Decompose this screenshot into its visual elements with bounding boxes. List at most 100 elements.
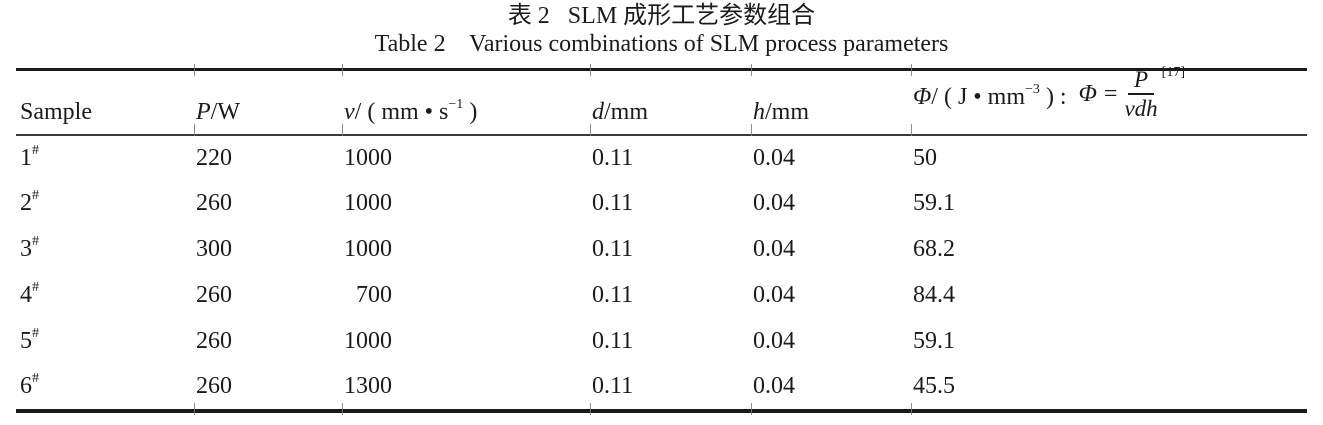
header-row: Sample P/W v/ ( mm • s−1 ) d/mm h/mm (16, 65, 1307, 135)
col-header-sample: Sample (16, 70, 194, 135)
unit-mm: /mm (765, 98, 810, 125)
col-header-laser-power: P/W (194, 70, 342, 135)
symbol-d: d (592, 98, 604, 125)
sample-number: 2 (20, 190, 32, 217)
column-separator-tick (911, 403, 912, 415)
col-header-spot-diameter: d/mm (590, 70, 751, 135)
process-parameters-table: Sample P/W v/ ( mm • s−1 ) d/mm h/mm (16, 65, 1307, 413)
cell-spot: 0.11 (592, 190, 634, 217)
cell-hatch: 0.04 (753, 236, 795, 263)
cell-speed: 700 (342, 273, 590, 319)
speed-value: 1000 (344, 328, 392, 355)
cell-spot: 0.11 (592, 144, 634, 171)
column-separator-tick (751, 64, 752, 76)
cell-spot: 0.11 (592, 282, 634, 309)
cell-speed: 1300 (342, 365, 590, 411)
table-row: 2# 260 1000 0.11 0.04 59.1 (16, 181, 1307, 227)
table-row: 1# 220 1000 0.11 0.04 50 (16, 135, 1307, 181)
column-separator-tick (194, 403, 195, 415)
formula-phi: Φ (1078, 80, 1097, 107)
column-separator-tick (590, 64, 591, 76)
column-separator-tick (911, 64, 912, 76)
table-title-chinese: 表 2 SLM 成形工艺参数组合 (507, 3, 816, 29)
hash-mark: # (32, 142, 39, 158)
cell-hatch: 0.04 (753, 328, 795, 355)
cell-sample: 3# (16, 227, 194, 273)
unit-energy-post: ) : (1039, 83, 1067, 110)
symbol-phi: Φ (913, 83, 932, 110)
speed-value: 1000 (344, 144, 392, 171)
cell-power: 260 (196, 190, 232, 217)
sample-number: 6 (20, 373, 32, 400)
cell-speed: 1000 (342, 181, 590, 227)
col-header-hatch-spacing: h/mm (751, 70, 911, 135)
cell-energy: 84.4 (913, 282, 955, 309)
table-row: 5# 260 1000 0.11 0.04 59.1 (16, 319, 1307, 365)
cell-sample: 2# (16, 181, 194, 227)
cell-speed: 1000 (342, 135, 590, 181)
cell-power: 260 (196, 282, 232, 309)
fraction-numerator: P (1128, 67, 1155, 96)
speed-value: 1300 (344, 373, 392, 400)
cell-sample: 1# (16, 135, 194, 181)
column-separator-tick (342, 403, 343, 415)
column-separator-tick (194, 124, 195, 136)
speed-value: 1000 (344, 190, 392, 217)
cell-sample: 5# (16, 319, 194, 365)
sample-number: 1 (20, 144, 32, 171)
table-row: 3# 300 1000 0.11 0.04 68.2 (16, 227, 1307, 273)
cell-hatch: 0.04 (753, 373, 795, 400)
slm-parameters-table: Sample P/W v/ ( mm • s−1 ) d/mm h/mm (16, 65, 1307, 413)
speed-value: 1000 (344, 236, 392, 263)
table-title-english: Table 2 Various combinations of SLM proc… (374, 31, 949, 57)
column-separator-tick (342, 64, 343, 76)
speed-exponent: −1 (448, 96, 464, 112)
symbol-h: h (753, 98, 765, 125)
column-separator-tick (751, 403, 752, 415)
cell-power: 300 (196, 236, 232, 263)
cell-sample: 6# (16, 365, 194, 411)
energy-exponent: −3 (1025, 81, 1040, 97)
cell-speed: 1000 (342, 319, 590, 365)
cell-power: 220 (196, 144, 232, 171)
cell-speed: 1000 (342, 227, 590, 273)
fraction-denominator: vdh (1124, 96, 1158, 122)
unit-speed-pre: / ( mm • s (354, 98, 449, 125)
sample-number: 4 (20, 282, 32, 309)
cell-hatch: 0.04 (753, 282, 795, 309)
unit-energy-pre: / ( J • mm (931, 83, 1026, 110)
sample-number: 3 (20, 236, 32, 263)
hash-mark: # (32, 188, 39, 204)
hash-mark: # (32, 326, 39, 342)
symbol-P: P (196, 98, 211, 125)
cell-energy: 50 (913, 144, 937, 171)
table-row: 6# 260 1300 0.11 0.04 45.5 (16, 365, 1307, 411)
cell-energy: 45.5 (913, 373, 955, 400)
col-header-scan-speed: v/ ( mm • s−1 ) (342, 70, 590, 135)
unit-W: /W (210, 98, 240, 125)
header-sample-label: Sample (20, 98, 92, 125)
hash-mark: # (32, 234, 39, 250)
cell-energy: 59.1 (913, 328, 955, 355)
column-separator-tick (751, 124, 752, 136)
cell-spot: 0.11 (592, 236, 634, 263)
column-separator-tick (590, 403, 591, 415)
cell-power: 260 (196, 328, 232, 355)
column-separator-tick (194, 64, 195, 76)
cell-energy: 68.2 (913, 236, 955, 263)
column-separator-tick (342, 124, 343, 136)
unit-mm: /mm (604, 98, 649, 125)
equals-sign: = (1103, 80, 1118, 107)
cell-hatch: 0.04 (753, 144, 795, 171)
cell-hatch: 0.04 (753, 190, 795, 217)
hash-mark: # (32, 280, 39, 296)
sample-number: 5 (20, 328, 32, 355)
unit-speed-post: ) (463, 98, 478, 125)
symbol-v: v (344, 98, 355, 125)
cell-sample: 4# (16, 273, 194, 319)
column-separator-tick (911, 124, 912, 136)
cell-energy: 59.1 (913, 190, 955, 217)
